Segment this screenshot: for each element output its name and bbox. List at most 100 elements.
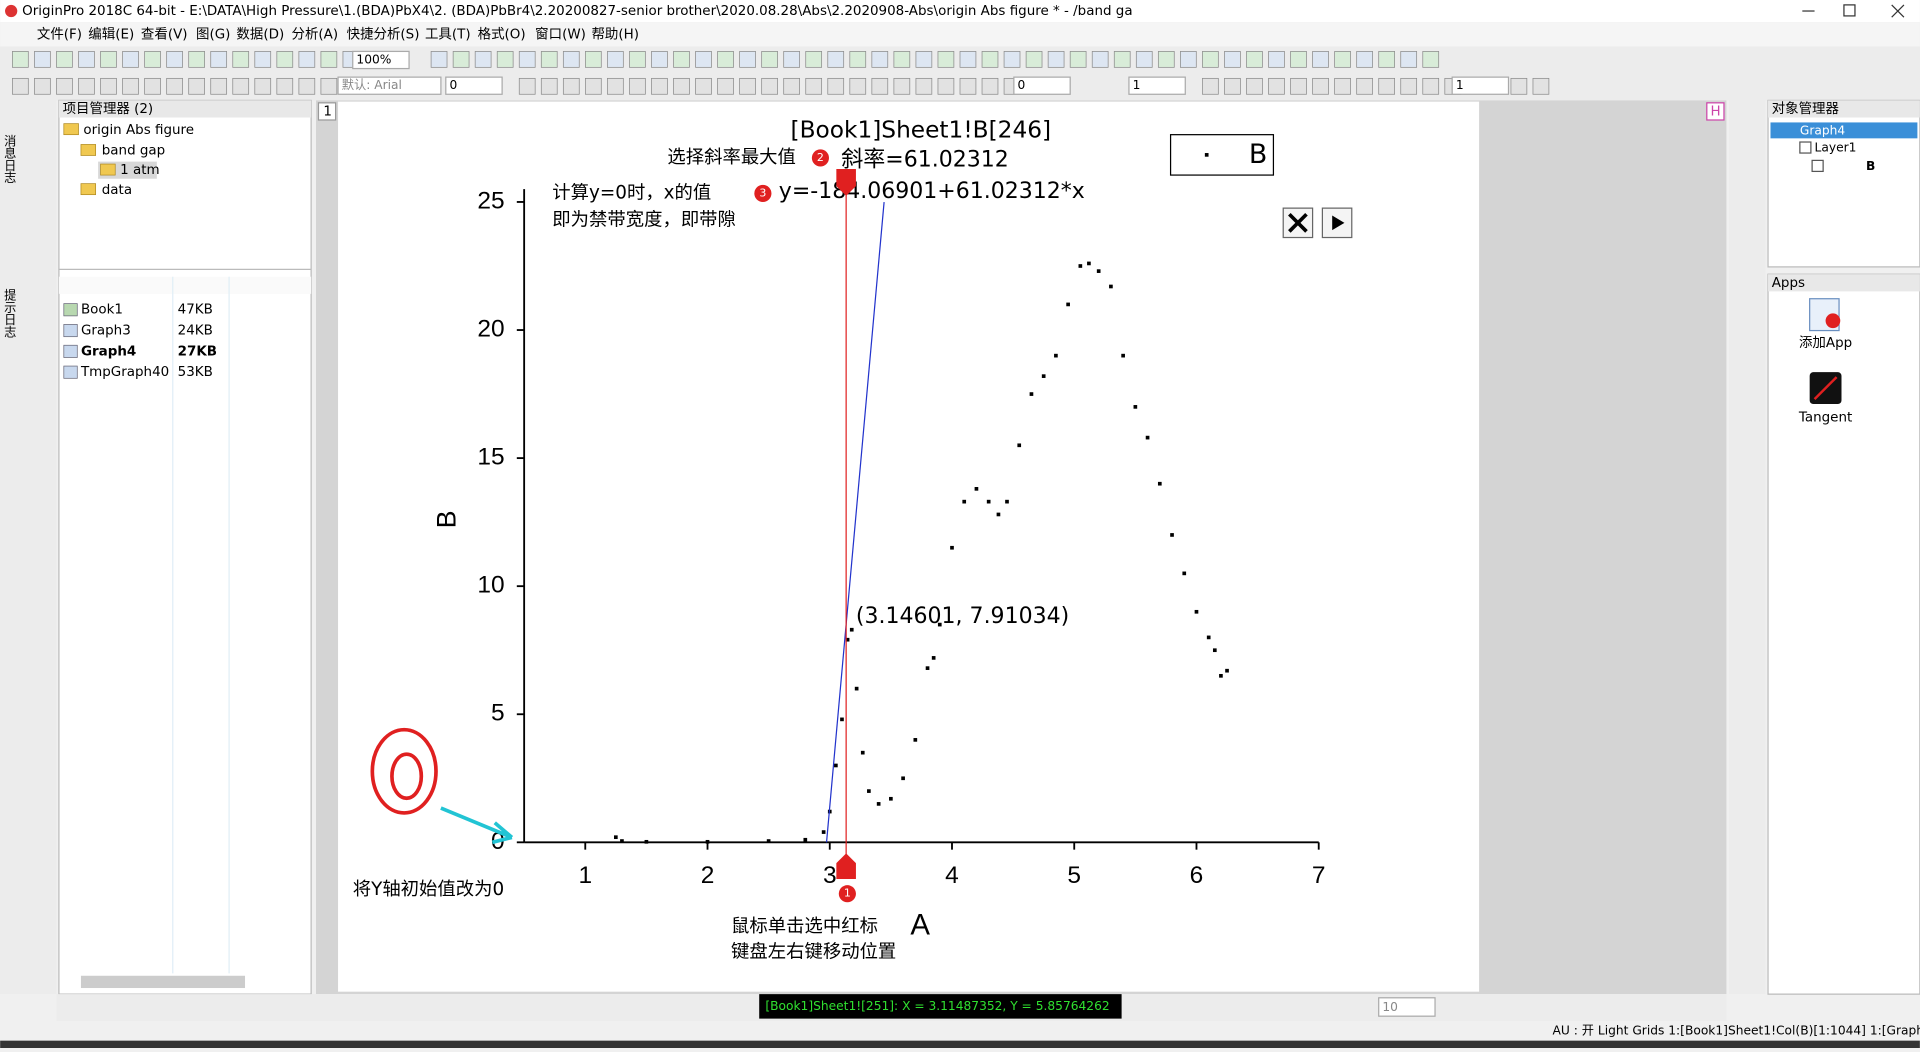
tool-button[interactable] xyxy=(540,51,558,68)
tool-button[interactable] xyxy=(1246,51,1263,68)
next-tool-button[interactable] xyxy=(1321,207,1353,239)
tool-button[interactable] xyxy=(496,51,514,68)
tool-button[interactable] xyxy=(78,51,95,68)
tool-button[interactable] xyxy=(607,51,624,68)
menu-item[interactable]: 工具(T) xyxy=(425,27,471,42)
tool-button[interactable] xyxy=(1157,51,1175,68)
checkbox[interactable] xyxy=(1799,141,1812,154)
tool-button[interactable] xyxy=(584,77,602,95)
tool-button[interactable] xyxy=(298,77,316,95)
tool-button[interactable] xyxy=(1202,77,1219,95)
tool-button[interactable] xyxy=(1422,77,1440,95)
tool-button[interactable] xyxy=(232,51,250,68)
tool-button[interactable] xyxy=(805,77,823,95)
cursor-bottom[interactable] xyxy=(836,853,856,880)
tool-button[interactable] xyxy=(1312,77,1329,95)
tool-button[interactable] xyxy=(100,77,117,95)
tool-button[interactable] xyxy=(673,77,690,95)
file-cell[interactable]: TmpGraph40 xyxy=(80,365,169,380)
zoom-box[interactable] xyxy=(352,50,410,70)
maximize-button[interactable] xyxy=(1843,4,1856,17)
tool-button[interactable] xyxy=(1202,51,1219,68)
tool-button[interactable] xyxy=(915,77,933,95)
scrollbar[interactable] xyxy=(80,975,246,989)
tool-button[interactable] xyxy=(717,77,734,95)
tool-button[interactable] xyxy=(1113,51,1131,68)
tool-button[interactable] xyxy=(1422,51,1440,68)
tool-button[interactable] xyxy=(1224,77,1241,95)
file-cell[interactable]: Graph3 xyxy=(81,324,131,339)
tool-button[interactable] xyxy=(1268,77,1285,95)
tool-button[interactable] xyxy=(629,51,646,68)
file-cell[interactable]: Book1 xyxy=(81,303,123,318)
size-box[interactable] xyxy=(1128,76,1186,95)
tool-button[interactable] xyxy=(320,77,338,95)
tool-button[interactable] xyxy=(827,51,845,68)
tool-button[interactable] xyxy=(144,51,161,68)
menu-item[interactable]: 编辑(E) xyxy=(88,26,134,42)
tool-button[interactable] xyxy=(166,51,183,68)
layer-tab[interactable] xyxy=(1706,102,1725,121)
tool-button[interactable] xyxy=(210,51,228,68)
menu-item[interactable]: 文件(F) xyxy=(37,26,82,42)
checkbox[interactable] xyxy=(1811,159,1824,173)
tool-button[interactable] xyxy=(1510,77,1528,95)
menu-item[interactable]: 查看(V) xyxy=(141,26,188,42)
tool-button[interactable] xyxy=(12,77,29,95)
tool-button[interactable] xyxy=(518,77,536,95)
app-label[interactable]: Tangent xyxy=(1798,410,1852,425)
tool-button[interactable] xyxy=(122,77,139,95)
layer-button[interactable] xyxy=(317,102,337,121)
tool-button[interactable] xyxy=(78,77,95,95)
tool-button[interactable] xyxy=(629,77,646,95)
tool-button[interactable] xyxy=(254,51,272,68)
tool-button[interactable] xyxy=(937,51,955,68)
tool-button[interactable] xyxy=(276,77,294,95)
tool-button[interactable] xyxy=(518,51,536,68)
tool-button[interactable] xyxy=(254,77,272,95)
tool-button[interactable] xyxy=(562,77,580,95)
file-cell[interactable]: 47KB xyxy=(178,303,213,318)
bottom-box[interactable] xyxy=(1378,997,1436,1017)
file-cell[interactable]: 24KB xyxy=(178,324,213,339)
tool-button[interactable] xyxy=(1356,51,1373,68)
tool-button[interactable] xyxy=(1025,51,1043,68)
tool-button[interactable] xyxy=(651,77,668,95)
tool-button[interactable] xyxy=(1400,77,1418,95)
tool-button[interactable] xyxy=(452,51,470,68)
tool-button[interactable] xyxy=(871,51,889,68)
file-cell[interactable]: 53KB xyxy=(178,365,213,380)
file-cell[interactable]: 27KB xyxy=(178,344,217,359)
tool-button[interactable] xyxy=(1290,51,1307,68)
tool-button[interactable] xyxy=(937,77,955,95)
tool-button[interactable] xyxy=(188,77,205,95)
tool-button[interactable] xyxy=(717,51,734,68)
cursor-top[interactable] xyxy=(836,168,856,196)
tree-item[interactable]: band gap xyxy=(102,144,165,159)
tool-button[interactable] xyxy=(232,77,250,95)
tool-button[interactable] xyxy=(100,51,117,68)
font-box[interactable] xyxy=(337,76,442,95)
tool-button[interactable] xyxy=(1091,51,1109,68)
tool-button[interactable] xyxy=(651,51,668,68)
tool-button[interactable] xyxy=(673,51,690,68)
tool-button[interactable] xyxy=(474,51,492,68)
file-cell[interactable]: Graph4 xyxy=(81,344,136,359)
tool-button[interactable] xyxy=(34,51,51,68)
tool-button[interactable] xyxy=(695,51,712,68)
tool-button[interactable] xyxy=(1268,51,1285,68)
tool-button[interactable] xyxy=(1135,51,1153,68)
tool-button[interactable] xyxy=(959,77,977,95)
tool-button[interactable] xyxy=(1532,77,1550,95)
tool-button[interactable] xyxy=(849,51,867,68)
tool-button[interactable] xyxy=(166,77,183,95)
tool-button[interactable] xyxy=(871,77,889,95)
tool-button[interactable] xyxy=(761,77,778,95)
tool-button[interactable] xyxy=(56,77,73,95)
tree-item[interactable]: 1 atm xyxy=(120,163,159,178)
tool-button[interactable] xyxy=(783,51,800,68)
tool-button[interactable] xyxy=(959,51,977,68)
tool-button[interactable] xyxy=(981,77,999,95)
tool-button[interactable] xyxy=(12,51,29,68)
menu-item[interactable]: 格式(O) xyxy=(478,26,526,42)
